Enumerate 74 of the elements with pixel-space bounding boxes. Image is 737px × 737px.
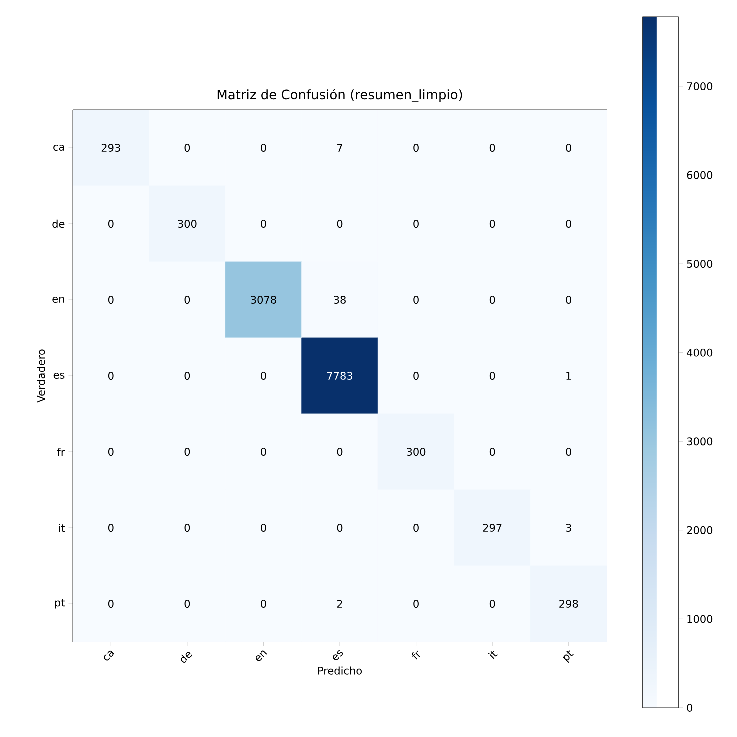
color-bar-label: 6000 xyxy=(687,171,713,180)
x-axis-title: Predicho xyxy=(318,666,362,675)
data-label: 0 xyxy=(490,600,496,608)
data-label: 0 xyxy=(261,220,266,228)
data-label: 300 xyxy=(407,448,426,456)
color-bar-label: 0 xyxy=(687,704,693,712)
data-label: 0 xyxy=(490,144,496,152)
y-tick-label: it xyxy=(59,524,65,532)
data-label: 0 xyxy=(108,220,114,228)
y-tick-label: en xyxy=(52,296,64,304)
data-label: 0 xyxy=(490,448,496,456)
data-label: 0 xyxy=(108,600,114,608)
data-label: 293 xyxy=(102,144,120,152)
data-label: 3078 xyxy=(251,296,276,304)
data-label: 0 xyxy=(414,600,419,608)
color-bar-label: 4000 xyxy=(687,348,713,357)
y-tick-label: pt xyxy=(55,599,65,609)
data-label: 0 xyxy=(261,448,266,456)
data-label: 38 xyxy=(334,296,346,304)
data-label: 0 xyxy=(414,372,419,380)
data-label: 0 xyxy=(108,524,114,532)
x-tick-label: pt xyxy=(563,650,574,664)
y-tick-label: es xyxy=(54,372,65,380)
color-bar-label: 7000 xyxy=(687,82,713,90)
data-label: 0 xyxy=(108,296,114,304)
color-bar-label: 5000 xyxy=(687,260,713,268)
data-label: 0 xyxy=(337,448,343,456)
data-label: 0 xyxy=(566,448,572,456)
data-label: 0 xyxy=(566,220,572,228)
data-label: 0 xyxy=(337,220,343,228)
data-label: 0 xyxy=(490,296,496,304)
data-label: 0 xyxy=(414,144,419,152)
y-tick-label: de xyxy=(52,220,65,228)
y-tick-label: fr xyxy=(57,448,66,456)
data-label: 0 xyxy=(261,524,266,532)
data-label: 0 xyxy=(566,296,572,304)
data-label: 3 xyxy=(566,524,572,532)
data-label: 0 xyxy=(184,524,190,532)
data-label: 298 xyxy=(560,600,578,608)
data-label: 0 xyxy=(414,296,419,304)
x-tick-label: it xyxy=(488,651,498,660)
data-label: 0 xyxy=(414,524,419,532)
data-label: 1 xyxy=(566,372,572,380)
data-label: 0 xyxy=(490,372,496,380)
data-label: 0 xyxy=(337,524,343,532)
data-label: 0 xyxy=(108,448,114,456)
data-label: 0 xyxy=(414,220,419,228)
data-label: 300 xyxy=(178,220,197,228)
data-label: 0 xyxy=(261,372,266,380)
x-tick-label: en xyxy=(256,650,268,662)
chart-title: Matriz de Confusión (resumen_limpio) xyxy=(218,89,462,102)
data-label: 0 xyxy=(184,372,190,380)
data-label: 7 xyxy=(338,144,342,152)
data-label: 0 xyxy=(261,144,266,152)
x-tick-label: de xyxy=(181,652,192,663)
data-label: 297 xyxy=(483,524,502,532)
data-label: 0 xyxy=(184,448,190,456)
y-tick-label: ca xyxy=(54,144,64,152)
color-bar-label: 3000 xyxy=(687,438,713,446)
color-bar-label: 2000 xyxy=(687,526,713,534)
data-label: 7783 xyxy=(328,372,353,380)
data-label: 0 xyxy=(184,296,190,304)
data-label: 2 xyxy=(337,600,342,608)
data-label: 0 xyxy=(490,220,496,228)
data-label: 0 xyxy=(108,372,114,380)
data-label: 0 xyxy=(184,144,190,152)
color-bar-label: 1000 xyxy=(688,615,713,624)
x-tick-label: fr xyxy=(412,650,420,660)
data-label: 0 xyxy=(261,600,266,608)
data-label: 0 xyxy=(184,600,190,608)
x-tick-label: es xyxy=(333,650,344,661)
x-tick-label: ca xyxy=(104,650,115,661)
data-label: 0 xyxy=(566,144,572,152)
y-axis-title: Verdadero xyxy=(37,350,46,403)
